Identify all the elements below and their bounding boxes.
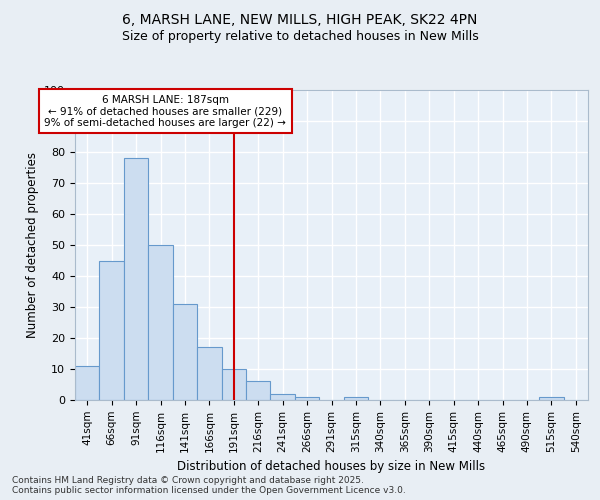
Y-axis label: Number of detached properties: Number of detached properties xyxy=(26,152,39,338)
Bar xyxy=(539,397,563,400)
Bar xyxy=(271,394,295,400)
Bar xyxy=(295,397,319,400)
Bar xyxy=(100,260,124,400)
Bar xyxy=(344,397,368,400)
Bar xyxy=(197,348,221,400)
Bar xyxy=(124,158,148,400)
Text: 6 MARSH LANE: 187sqm
← 91% of detached houses are smaller (229)
9% of semi-detac: 6 MARSH LANE: 187sqm ← 91% of detached h… xyxy=(44,94,286,128)
X-axis label: Distribution of detached houses by size in New Mills: Distribution of detached houses by size … xyxy=(178,460,485,473)
Text: Contains HM Land Registry data © Crown copyright and database right 2025.
Contai: Contains HM Land Registry data © Crown c… xyxy=(12,476,406,495)
Text: Size of property relative to detached houses in New Mills: Size of property relative to detached ho… xyxy=(122,30,478,43)
Text: 6, MARSH LANE, NEW MILLS, HIGH PEAK, SK22 4PN: 6, MARSH LANE, NEW MILLS, HIGH PEAK, SK2… xyxy=(122,12,478,26)
Bar xyxy=(246,382,271,400)
Bar xyxy=(221,369,246,400)
Bar xyxy=(173,304,197,400)
Bar xyxy=(75,366,100,400)
Bar xyxy=(148,245,173,400)
